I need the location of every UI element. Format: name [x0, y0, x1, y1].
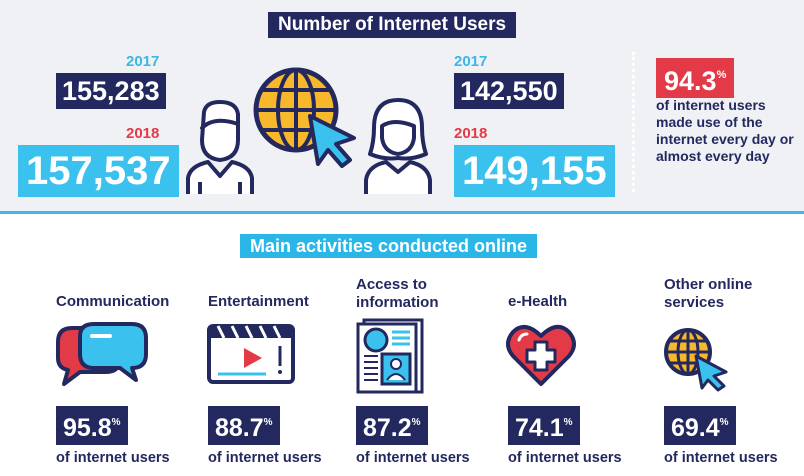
activity-unit-information: %	[411, 417, 421, 428]
globe-cursor-icon	[253, 67, 356, 168]
year-2018-right: 2018	[454, 125, 488, 142]
activity-value-other: 69.4	[671, 414, 720, 442]
activity-value-ehealth: 74.1	[515, 414, 564, 442]
activity-label-other: Other online services	[664, 276, 753, 311]
activity-label-information: Access to information	[356, 276, 439, 311]
activity-percent-other: 69.4%	[664, 406, 736, 445]
activity-percent-entertainment: 88.7%	[208, 406, 280, 445]
activity-percent-ehealth: 74.1%	[508, 406, 580, 445]
activity-foot-other: of internet users	[664, 450, 778, 466]
activity-label-ehealth: e-Health	[508, 293, 568, 310]
newspaper-icon	[356, 318, 424, 394]
activities-title: Main activities conducted online	[240, 234, 538, 258]
video-player-icon	[207, 324, 295, 384]
activity-unit-other: %	[719, 417, 729, 428]
globe-cursor-small-icon	[664, 328, 728, 392]
activity-label-communication: Communication	[56, 293, 170, 310]
activity-value-information: 87.2	[363, 414, 412, 442]
speech-bubbles-icon	[56, 322, 148, 386]
value-2017-right: 142,550	[454, 73, 564, 109]
value-2017-left: 155,283	[56, 73, 166, 109]
activity-percent-communication: 95.8%	[56, 406, 128, 445]
activity-value-entertainment: 88.7	[215, 414, 264, 442]
activity-label-entertainment: Entertainment	[208, 293, 309, 310]
daily-use-text: of internet users made use of the intern…	[656, 97, 794, 164]
daily-use-value: 94.3	[664, 66, 717, 96]
man-icon	[186, 100, 254, 194]
section-divider	[0, 211, 804, 214]
dotted-separator	[632, 52, 635, 192]
activity-unit-ehealth: %	[563, 417, 573, 428]
woman-icon	[364, 98, 432, 194]
activity-foot-information: of internet users	[356, 450, 470, 466]
activity-foot-entertainment: of internet users	[208, 450, 322, 466]
value-2018-left: 157,537	[18, 145, 179, 197]
activity-unit-entertainment: %	[263, 417, 273, 428]
heart-cross-icon	[506, 324, 576, 386]
daily-use-percent: 94.3%	[656, 58, 735, 98]
year-2018-left: 2018	[126, 125, 160, 142]
daily-use-unit: %	[716, 69, 727, 81]
year-2017-right: 2017	[454, 53, 488, 70]
activity-percent-information: 87.2%	[356, 406, 428, 445]
activity-foot-communication: of internet users	[56, 450, 170, 466]
page-title: Number of Internet Users	[268, 12, 517, 38]
activity-unit-communication: %	[111, 417, 121, 428]
activity-foot-ehealth: of internet users	[508, 450, 622, 466]
year-2017-left: 2017	[126, 53, 160, 70]
value-2018-right: 149,155	[454, 145, 615, 197]
activity-value-communication: 95.8	[63, 414, 112, 442]
